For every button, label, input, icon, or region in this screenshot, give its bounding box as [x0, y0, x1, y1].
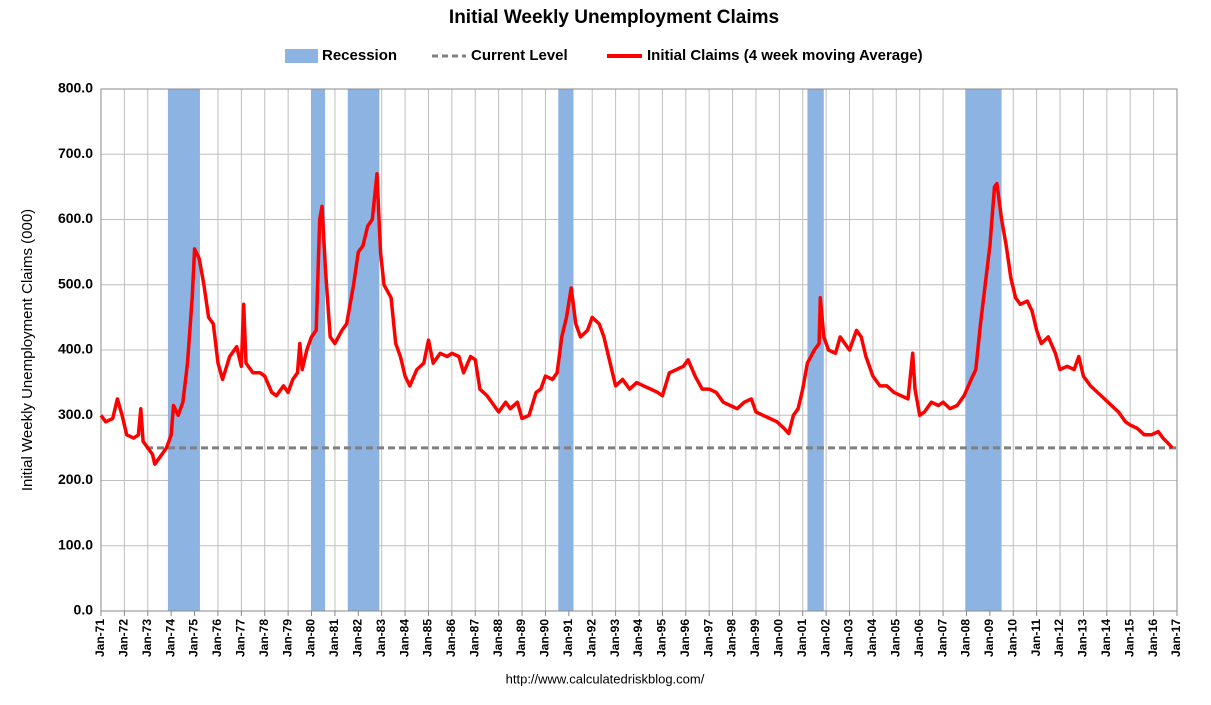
x-tick-label: Jan-75	[187, 619, 201, 657]
x-tick-label: Jan-84	[397, 619, 411, 657]
x-tick-label: Jan-12	[1052, 619, 1066, 657]
chart-title: Initial Weekly Unemployment Claims	[449, 7, 779, 28]
y-tick-label: 200.0	[58, 471, 93, 487]
x-tick-label: Jan-78	[257, 619, 271, 657]
y-tick-label: 400.0	[58, 341, 93, 357]
x-tick-label: Jan-17	[1169, 619, 1183, 657]
y-tick-label: 800.0	[58, 80, 93, 96]
x-tick-label: Jan-85	[421, 619, 435, 657]
y-axis-label: Initial Weekly Unemployment Claims (000)	[19, 209, 36, 491]
x-tick-label: Jan-81	[327, 619, 341, 657]
x-tick-label: Jan-82	[350, 619, 364, 657]
y-tick-label: 700.0	[58, 145, 93, 161]
x-tick-label: Jan-05	[888, 619, 902, 657]
x-tick-label: Jan-14	[1099, 619, 1113, 657]
x-tick-label: Jan-97	[701, 619, 715, 657]
x-tick-label: Jan-80	[304, 619, 318, 657]
recession-band	[558, 89, 574, 611]
x-tick-label: Jan-91	[561, 619, 575, 657]
legend-label: Initial Claims (4 week moving Average)	[647, 47, 923, 64]
x-tick-label: Jan-04	[865, 619, 879, 657]
x-tick-label: Jan-01	[795, 619, 809, 657]
x-tick-label: Jan-94	[631, 619, 645, 657]
x-tick-label: Jan-13	[1076, 619, 1090, 657]
x-tick-label: Jan-89	[514, 619, 528, 657]
x-tick-label: Jan-76	[210, 619, 224, 657]
recession-band	[965, 89, 1002, 611]
x-tick-label: Jan-10	[1005, 619, 1019, 657]
recession-band	[167, 89, 200, 611]
x-tick-label: Jan-92	[584, 619, 598, 657]
legend-label: Current Level	[471, 47, 568, 64]
data-line	[99, 172, 1174, 466]
x-tick-label: Jan-90	[538, 619, 552, 657]
recession-band	[311, 89, 326, 611]
x-tick-label: Jan-06	[912, 619, 926, 657]
source: http://www.calculatedriskblog.com/	[506, 671, 705, 686]
x-tick-label: Jan-88	[491, 619, 505, 657]
x-tick-label: Jan-79	[280, 619, 294, 657]
x-tick-label: Jan-16	[1146, 619, 1160, 657]
x-tick-label: Jan-02	[818, 619, 832, 657]
x-tick-label: Jan-98	[725, 619, 739, 657]
legend-label: Recession	[322, 47, 397, 64]
x-tick-label: Jan-71	[93, 619, 107, 657]
x-tick-label: Jan-00	[772, 619, 786, 657]
x-tick-label: Jan-87	[467, 619, 481, 657]
x-tick-label: Jan-93	[608, 619, 622, 657]
y-tick-label: 600.0	[58, 210, 93, 226]
y-tick-label: 500.0	[58, 275, 93, 291]
x-tick-label: Jan-72	[117, 619, 131, 657]
y-tick-label: 0.0	[74, 602, 94, 618]
x-tick-label: Jan-96	[678, 619, 692, 657]
legend-swatch	[285, 49, 318, 63]
plot-frame	[100, 88, 1178, 612]
y-tick-label: 100.0	[58, 536, 93, 552]
x-tick-label: Jan-86	[444, 619, 458, 657]
x-tick-label: Jan-73	[140, 619, 154, 657]
y-tick-label: 300.0	[58, 406, 93, 422]
x-tick-label: Jan-08	[959, 619, 973, 657]
x-tick-label: Jan-99	[748, 619, 762, 657]
recession-band	[347, 89, 380, 611]
x-tick-label: Jan-07	[935, 619, 949, 657]
x-tick-label: Jan-03	[842, 619, 856, 657]
x-tick-label: Jan-77	[234, 619, 248, 657]
x-tick-label: Jan-15	[1122, 619, 1136, 657]
x-tick-label: Jan-83	[374, 619, 388, 657]
x-tick-label: Jan-11	[1029, 619, 1043, 657]
x-tick-label: Jan-09	[982, 619, 996, 657]
x-tick-label: Jan-74	[163, 619, 177, 657]
x-tick-label: Jan-95	[655, 619, 669, 657]
